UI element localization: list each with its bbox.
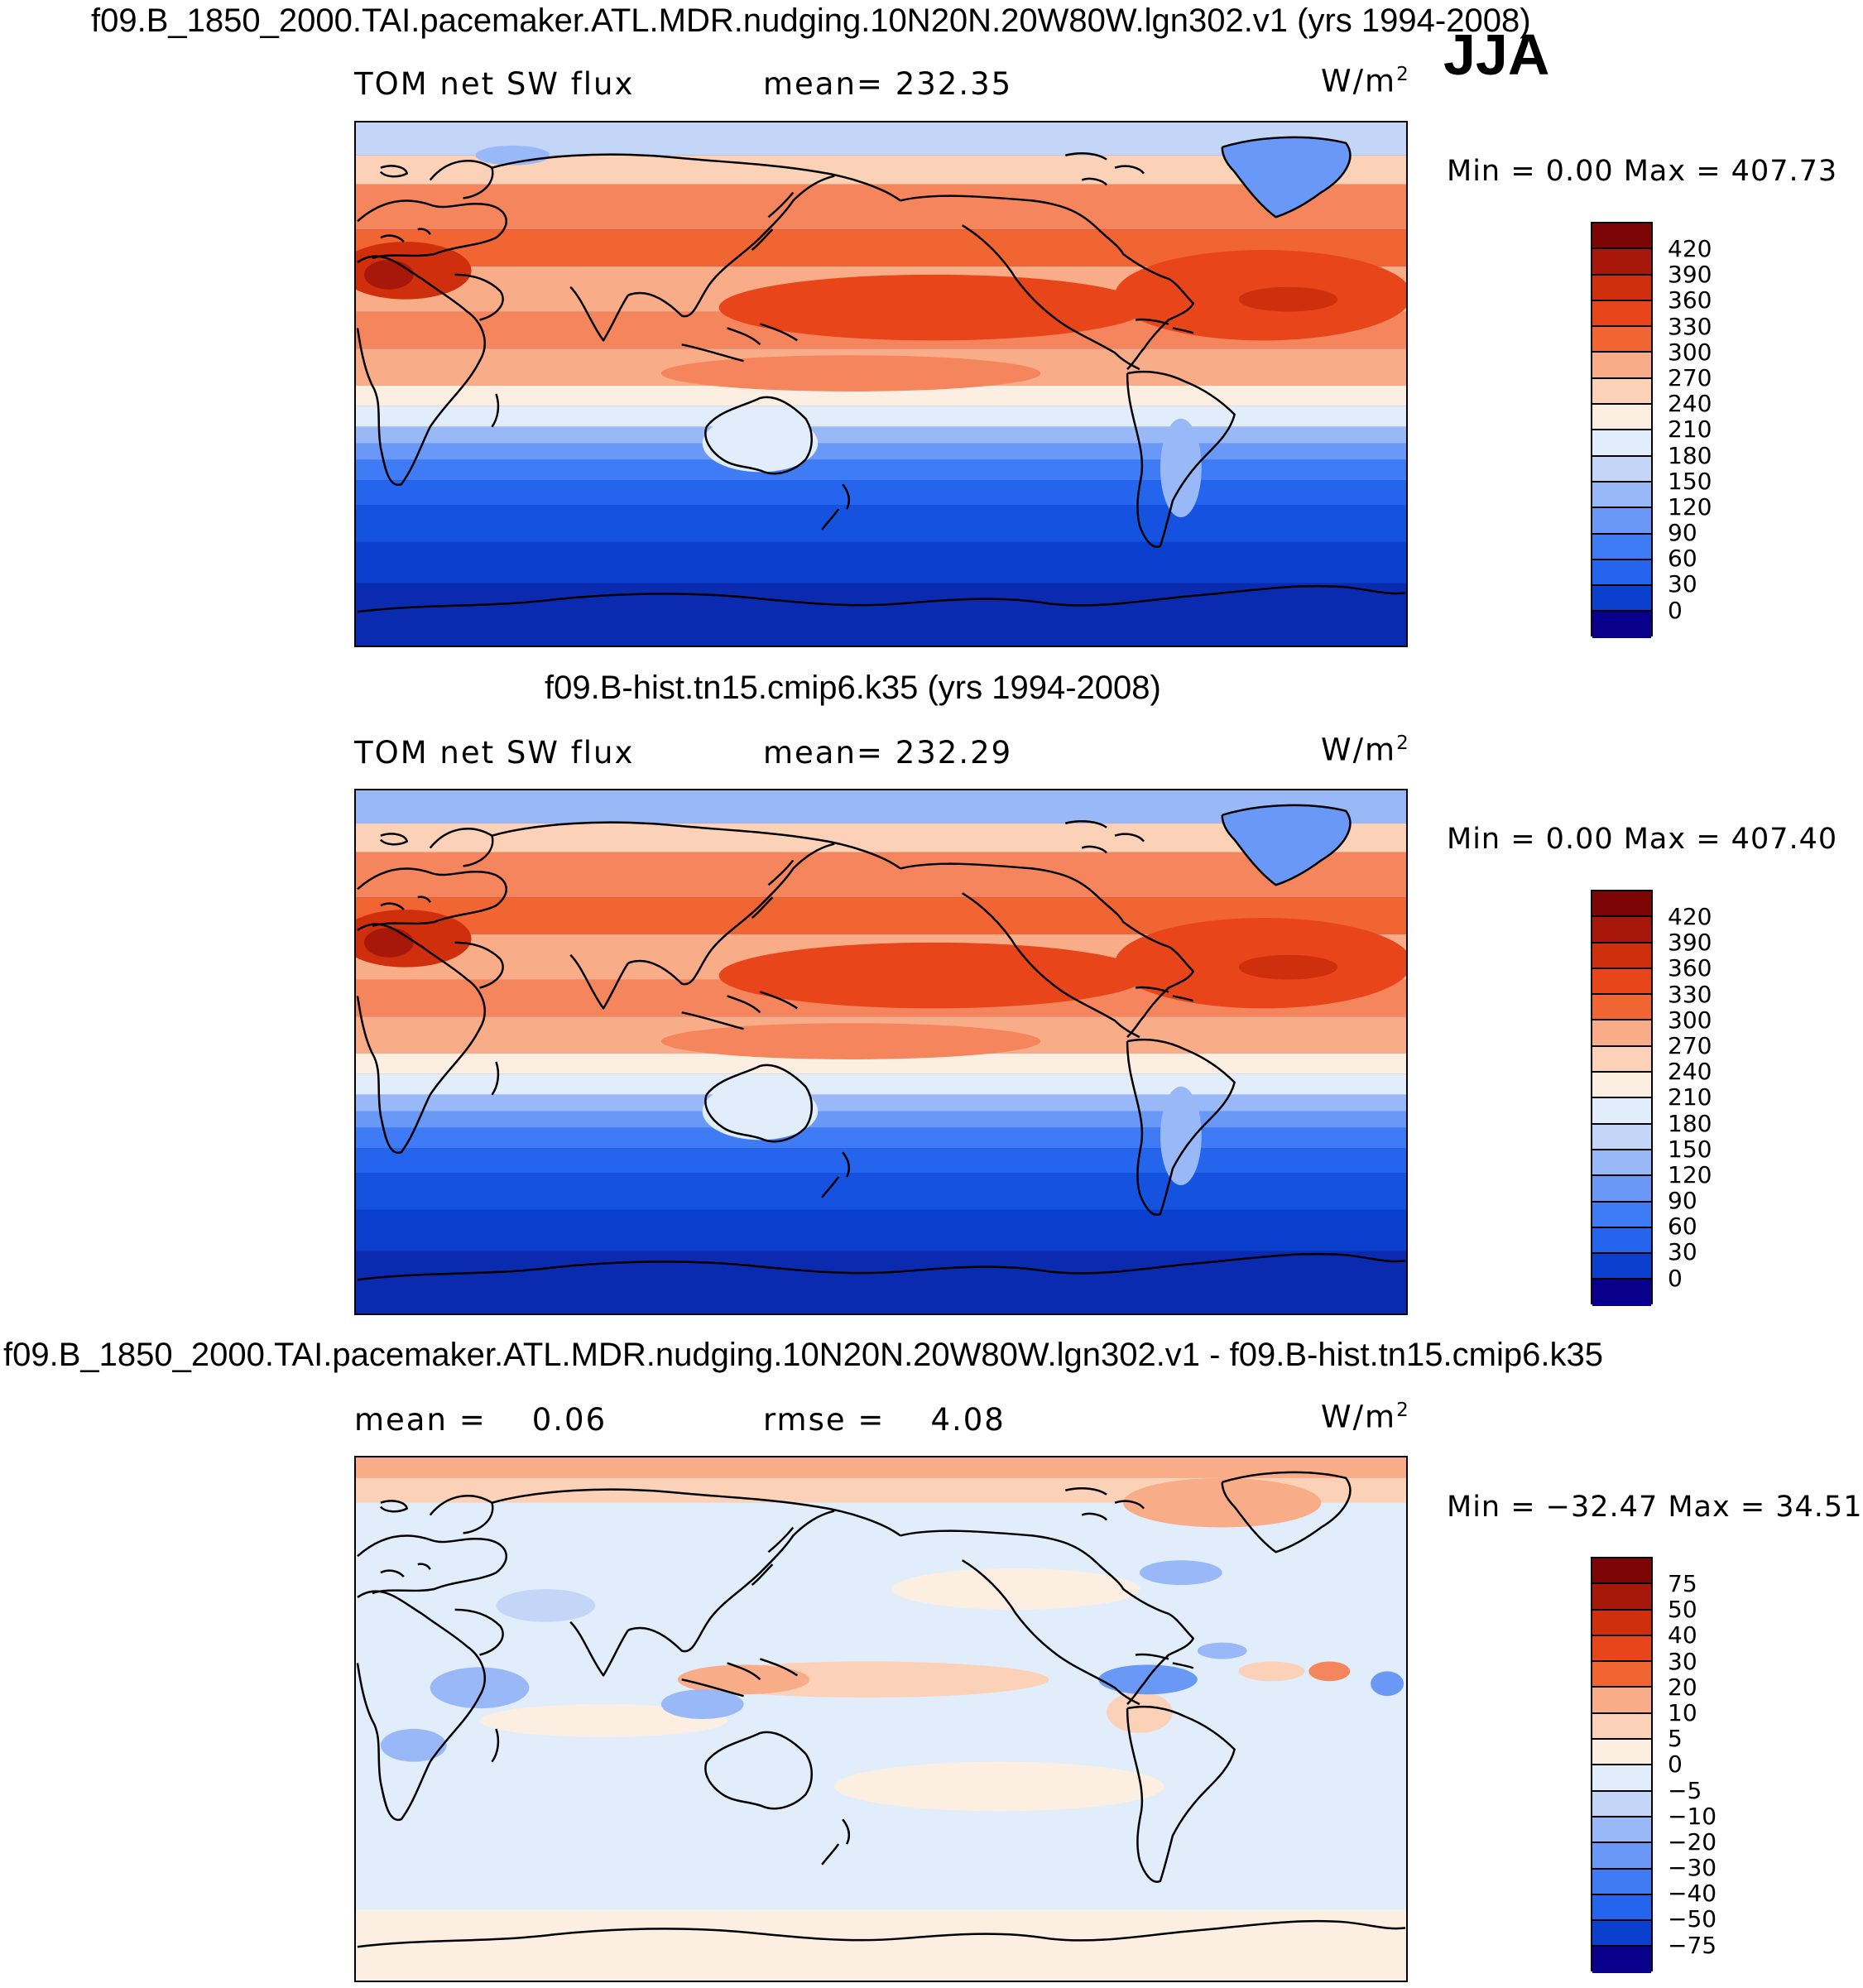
colorbar-tick: 300	[1668, 338, 1712, 366]
colorbar-tick: 120	[1668, 492, 1712, 521]
colorbar-tick: 30	[1668, 570, 1697, 598]
panel-3-title: f09.B_1850_2000.TAI.pacemaker.ATL.MDR.nu…	[3, 1337, 1603, 1373]
colorbar-tick: −50	[1668, 1905, 1717, 1933]
panel-2-units: W/m2	[1321, 732, 1410, 768]
colorbar-tick: 390	[1668, 261, 1712, 289]
colorbar-tick: 420	[1668, 235, 1712, 262]
colorbar-tick: −5	[1668, 1776, 1702, 1804]
colorbar-tick: 270	[1668, 363, 1712, 391]
panel-3-map	[354, 1456, 1408, 1982]
panel-3-colorbar-ticks: 75 50 40 30 20 10 5 0 −5 −10 −20 −30 −40…	[1668, 1571, 1767, 1958]
colorbar-tick: 240	[1668, 1058, 1712, 1086]
panel-2-colorbar-ticks: 420 390 360 330 300 270 240 210 180 150 …	[1668, 904, 1767, 1291]
colorbar-tick: 330	[1668, 980, 1712, 1008]
colorbar-tick: 0	[1668, 1750, 1683, 1779]
panel-1-map	[354, 121, 1408, 647]
panel-2-minmax: Min = 0.00 Max = 407.40	[1447, 823, 1838, 856]
panel-1-variable-label: TOM net SW flux	[354, 66, 635, 102]
colorbar-tick: −10	[1668, 1802, 1717, 1830]
colorbar-tick: 30	[1668, 1647, 1697, 1675]
colorbar-tick: 90	[1668, 1187, 1697, 1215]
colorbar-tick: 0	[1668, 1264, 1683, 1292]
colorbar-tick: 60	[1668, 1212, 1697, 1241]
panel-3-colorbar	[1591, 1557, 1653, 1973]
colorbar-tick: 60	[1668, 545, 1697, 573]
colorbar-tick: 420	[1668, 903, 1712, 930]
panel-1-colorbar	[1591, 222, 1653, 638]
panel-1-title: f09.B_1850_2000.TAI.pacemaker.ATL.MDR.nu…	[91, 2, 1531, 39]
colorbar-tick: 390	[1668, 929, 1712, 957]
colorbar-tick: 210	[1668, 1083, 1712, 1112]
panel-2-mean-label: mean= 232.29	[763, 735, 1013, 771]
colorbar-tick: 240	[1668, 390, 1712, 418]
colorbar-tick: 180	[1668, 1109, 1712, 1137]
panel-1-mean-label: mean= 232.35	[763, 66, 1013, 102]
colorbar-tick: 270	[1668, 1031, 1712, 1059]
colorbar-tick: 90	[1668, 519, 1697, 547]
colorbar-tick: 150	[1668, 467, 1712, 495]
panel-1-colorbar-ticks: 420 390 360 330 300 270 240 210 180 150 …	[1668, 236, 1767, 623]
colorbar-tick: −30	[1668, 1854, 1717, 1882]
colorbar-tick: 300	[1668, 1006, 1712, 1034]
colorbar-tick: 120	[1668, 1160, 1712, 1188]
colorbar-tick: 30	[1668, 1238, 1697, 1266]
panel-3-rmse-label: rmse = 4.08	[763, 1402, 1006, 1438]
colorbar-tick: 20	[1668, 1673, 1697, 1701]
panel-1-minmax: Min = 0.00 Max = 407.73	[1447, 155, 1838, 188]
colorbar-tick: 210	[1668, 415, 1712, 444]
colorbar-tick: 40	[1668, 1621, 1697, 1649]
colorbar-tick: 150	[1668, 1135, 1712, 1163]
colorbar-tick: 360	[1668, 954, 1712, 982]
season-label: JJA	[1443, 22, 1550, 87]
colorbar-tick: 5	[1668, 1725, 1683, 1753]
panel-1-units: W/m2	[1321, 63, 1410, 99]
colorbar-tick: 0	[1668, 596, 1683, 624]
colorbar-tick: 330	[1668, 312, 1712, 340]
colorbar-tick: 180	[1668, 441, 1712, 469]
panel-2-title: f09.B-hist.tn15.cmip6.k35 (yrs 1994-2008…	[545, 670, 1161, 706]
panel-3-mean-label: mean = 0.06	[354, 1402, 607, 1438]
colorbar-tick: −75	[1668, 1931, 1717, 1959]
colorbar-tick: −20	[1668, 1827, 1717, 1856]
colorbar-tick: −40	[1668, 1880, 1717, 1908]
panel-3-units: W/m2	[1321, 1399, 1410, 1435]
colorbar-tick: 50	[1668, 1596, 1697, 1624]
colorbar-tick: 10	[1668, 1698, 1697, 1726]
panel-3-minmax: Min = −32.47 Max = 34.51	[1447, 1491, 1863, 1524]
panel-2-map	[354, 789, 1408, 1315]
panel-2-variable-label: TOM net SW flux	[354, 735, 635, 771]
colorbar-tick: 75	[1668, 1570, 1697, 1597]
colorbar-tick: 360	[1668, 286, 1712, 315]
panel-2-colorbar	[1591, 890, 1653, 1306]
